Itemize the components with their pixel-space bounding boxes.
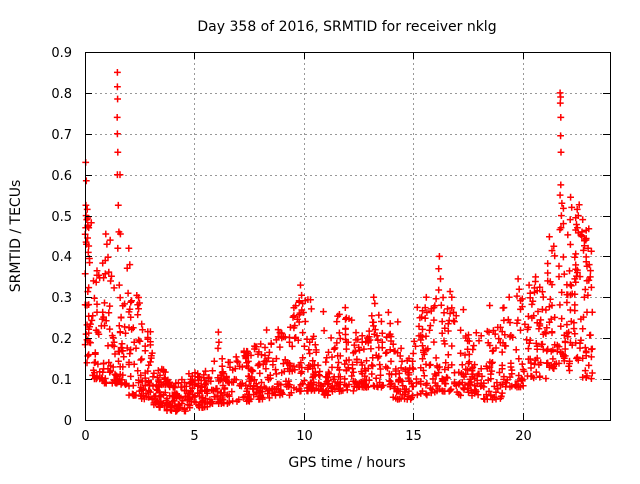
svg-text:0.8: 0.8: [51, 87, 72, 102]
svg-text:15: 15: [405, 429, 422, 444]
svg-text:20: 20: [515, 429, 532, 444]
y-axis-tick-labels: 0 0.1 0.2 0.3 0.4 0.5 0.6 0.7 0.8 0.9: [51, 46, 72, 429]
svg-text:0.7: 0.7: [51, 128, 72, 143]
scatter-points: [81, 69, 596, 415]
x-axis-tick-labels: 0 5 10 15 20: [81, 429, 531, 444]
svg-text:10: 10: [296, 429, 313, 444]
svg-text:0.9: 0.9: [51, 46, 72, 61]
svg-text:0.3: 0.3: [51, 291, 72, 306]
svg-text:0.2: 0.2: [51, 332, 72, 347]
svg-text:0.4: 0.4: [51, 250, 72, 265]
svg-text:0.1: 0.1: [51, 373, 72, 388]
y-axis-label: SRMTID / TECUs: [8, 180, 24, 293]
grid-lines: [85, 52, 610, 420]
x-axis-label: GPS time / hours: [288, 455, 405, 471]
svg-text:0: 0: [81, 429, 89, 444]
plot-border-and-ticks: [85, 52, 611, 421]
svg-text:5: 5: [190, 429, 198, 444]
data-point-markers: [81, 69, 596, 415]
svg-text:0.6: 0.6: [51, 169, 72, 184]
chart-title: Day 358 of 2016, SRMTID for receiver nkl…: [197, 19, 496, 35]
svg-text:0.5: 0.5: [51, 210, 72, 225]
svg-text:0: 0: [64, 414, 72, 429]
